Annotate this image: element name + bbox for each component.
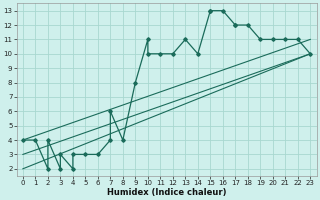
X-axis label: Humidex (Indice chaleur): Humidex (Indice chaleur): [107, 188, 226, 197]
